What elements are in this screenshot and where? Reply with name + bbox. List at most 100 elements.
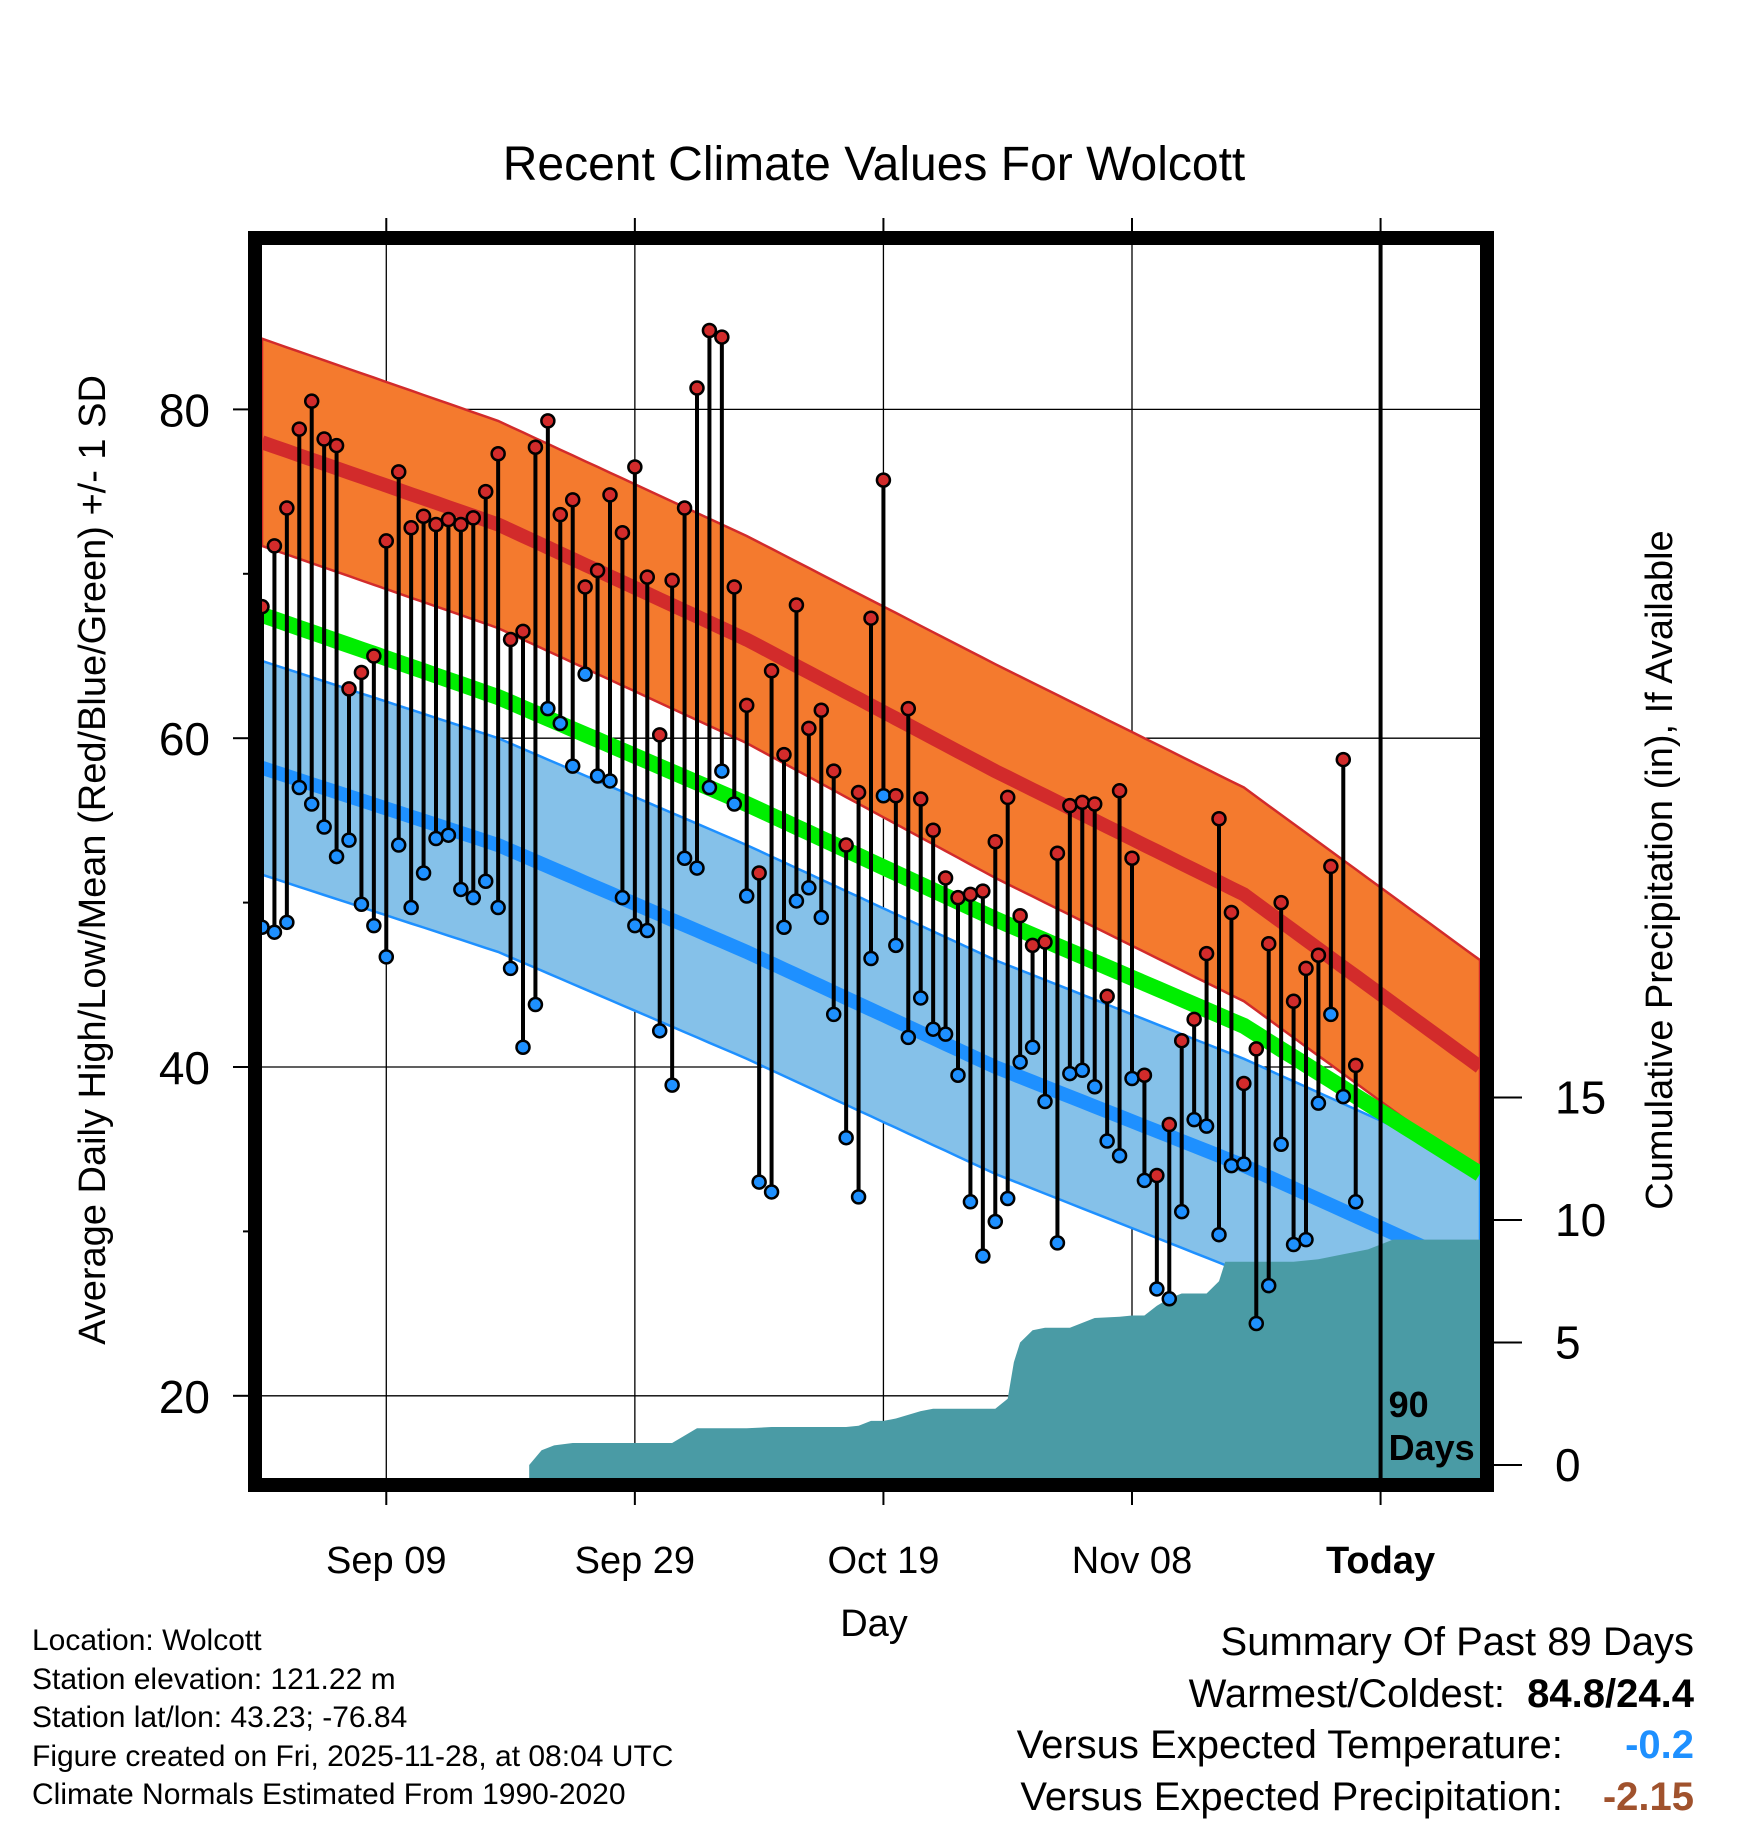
y-tick-label: 80 <box>159 384 210 436</box>
observed-high-point <box>975 883 991 899</box>
observed-high-point <box>664 572 680 589</box>
observed-low-point <box>1149 1281 1165 1297</box>
station-info: Location: Wolcott Station elevation: 121… <box>32 1622 673 1815</box>
observed-high-point <box>366 648 382 664</box>
x-tick-label: Today <box>1326 1540 1435 1582</box>
observed-high-point <box>689 380 705 396</box>
observed-high-point <box>937 870 954 886</box>
observed-high-point <box>602 487 618 503</box>
observed-high-point <box>875 472 892 488</box>
observed-low-point <box>1173 1203 1190 1220</box>
x-tick-label: Nov 08 <box>1072 1540 1192 1582</box>
observed-low-point <box>1347 1194 1364 1210</box>
info-elevation: Station elevation: 121.22 m <box>32 1662 396 1696</box>
observed-low-point <box>912 990 929 1006</box>
observed-low-point <box>751 1174 767 1190</box>
observed-low-point <box>490 899 506 916</box>
y2-tick-label: 15 <box>1555 1072 1606 1124</box>
observed-low-point <box>726 796 743 812</box>
observed-high-point <box>639 569 656 585</box>
observed-low-point <box>1273 1136 1289 1153</box>
x-tick-label: Sep 09 <box>326 1540 446 1582</box>
precipitation-layer <box>529 1239 1480 1478</box>
summary-warmest-row: Warmest/Coldest: 84.8/24.4 <box>1017 1669 1694 1721</box>
observed-high-point <box>1149 1167 1165 1184</box>
observed-low-point <box>1099 1133 1115 1149</box>
observed-high-point <box>1062 797 1078 814</box>
info-location: Location: Wolcott <box>32 1624 262 1657</box>
observed-high-point <box>390 464 407 480</box>
observed-low-point <box>1037 1093 1053 1110</box>
observed-low-point <box>589 768 606 784</box>
y-tick-label: 60 <box>159 713 210 765</box>
observed-high-point <box>378 533 395 549</box>
observed-high-point <box>987 834 1004 850</box>
observed-low-point <box>1111 1148 1128 1164</box>
observed-high-point <box>738 697 755 714</box>
observed-high-point <box>651 727 668 743</box>
observed-low-point <box>1310 1095 1327 1111</box>
observed-high-point <box>1099 988 1115 1005</box>
plot-frame <box>248 231 1494 1492</box>
observed-high-point <box>1198 945 1215 962</box>
observed-low-point <box>353 896 370 912</box>
observed-high-point <box>801 720 817 737</box>
observed-high-point <box>291 421 308 437</box>
observed-low-point <box>1323 1006 1339 1023</box>
observed-high-point <box>1285 993 1302 1009</box>
observed-high-point <box>838 837 854 853</box>
observed-high-point <box>1236 1075 1252 1092</box>
observed-high-point <box>925 822 941 839</box>
observed-high-point <box>465 510 482 526</box>
observed-high-point <box>627 459 643 475</box>
temp-value: -0.2 <box>1625 1723 1694 1767</box>
observed-high-point <box>1161 1116 1178 1133</box>
observed-low-point <box>614 889 631 906</box>
x-axis-label: Day <box>840 1603 908 1645</box>
observed-high-point <box>900 700 917 717</box>
observed-high-point <box>540 413 556 429</box>
observed-low-point <box>875 787 892 804</box>
observed-low-point <box>738 888 755 904</box>
observed-low-point <box>502 960 519 977</box>
normal-low-line <box>262 761 1480 1279</box>
observed-low-point <box>1298 1231 1314 1248</box>
observed-low-point <box>1024 1039 1041 1056</box>
observed-low-point <box>465 889 482 906</box>
observed-high-point <box>1024 937 1041 954</box>
observed-low-point <box>1012 1054 1028 1070</box>
observed-high-point <box>701 322 718 339</box>
y2-tick-label: 0 <box>1555 1439 1581 1491</box>
observed-low-point <box>577 666 593 682</box>
observed-low-point <box>975 1248 991 1264</box>
observed-low-point <box>552 715 569 732</box>
observed-low-point <box>1248 1315 1265 1332</box>
observed-high-point <box>552 506 569 523</box>
observed-high-point <box>1260 935 1277 952</box>
observed-high-point <box>726 579 743 595</box>
observed-low-point <box>428 830 444 847</box>
observed-low-point <box>415 865 432 881</box>
observed-low-point <box>341 832 357 848</box>
observed-high-point <box>863 610 879 626</box>
observed-low-point <box>689 860 705 876</box>
observed-high-point <box>341 681 357 697</box>
info-normals: Climate Normals Estimated From 1990-2020 <box>32 1778 626 1811</box>
observed-low-point <box>453 881 469 898</box>
observed-low-point <box>1124 1070 1140 1087</box>
observed-low-point <box>328 848 345 865</box>
x-tick-label: Oct 19 <box>827 1540 939 1582</box>
observed-low-point <box>1223 1157 1240 1174</box>
summary-panel: Summary Of Past 89 Days Warmest/Coldest:… <box>1017 1617 1694 1823</box>
observed-high-point <box>262 598 270 615</box>
observed-low-point <box>937 1026 954 1042</box>
observed-low-point <box>999 1190 1016 1207</box>
observed-low-point <box>627 917 643 934</box>
observed-low-point <box>1049 1235 1066 1251</box>
observed-high-point <box>1347 1057 1364 1074</box>
precip-label: Versus Expected Precipitation: <box>1020 1774 1563 1819</box>
temp-label: Versus Expected Temperature: <box>1016 1723 1563 1767</box>
observed-high-point <box>1211 811 1227 827</box>
observed-low-point <box>279 914 295 931</box>
